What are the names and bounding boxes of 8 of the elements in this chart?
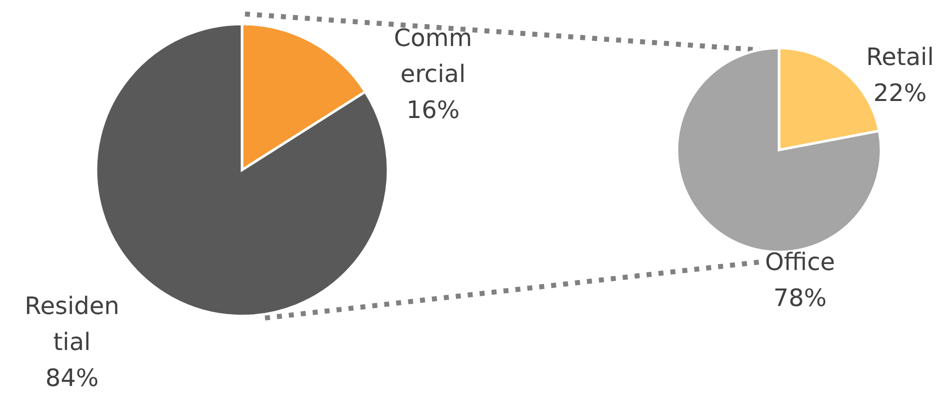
data-label: 78%: [773, 284, 827, 312]
data-label: 84%: [45, 364, 99, 392]
slice-label: Commercial: [394, 24, 472, 88]
data-label: 16%: [406, 96, 460, 124]
slice-label: Residential: [24, 292, 120, 356]
slice-label: Retail: [866, 43, 934, 71]
slice-label: Office: [764, 248, 836, 276]
data-label: 22%: [873, 79, 927, 107]
